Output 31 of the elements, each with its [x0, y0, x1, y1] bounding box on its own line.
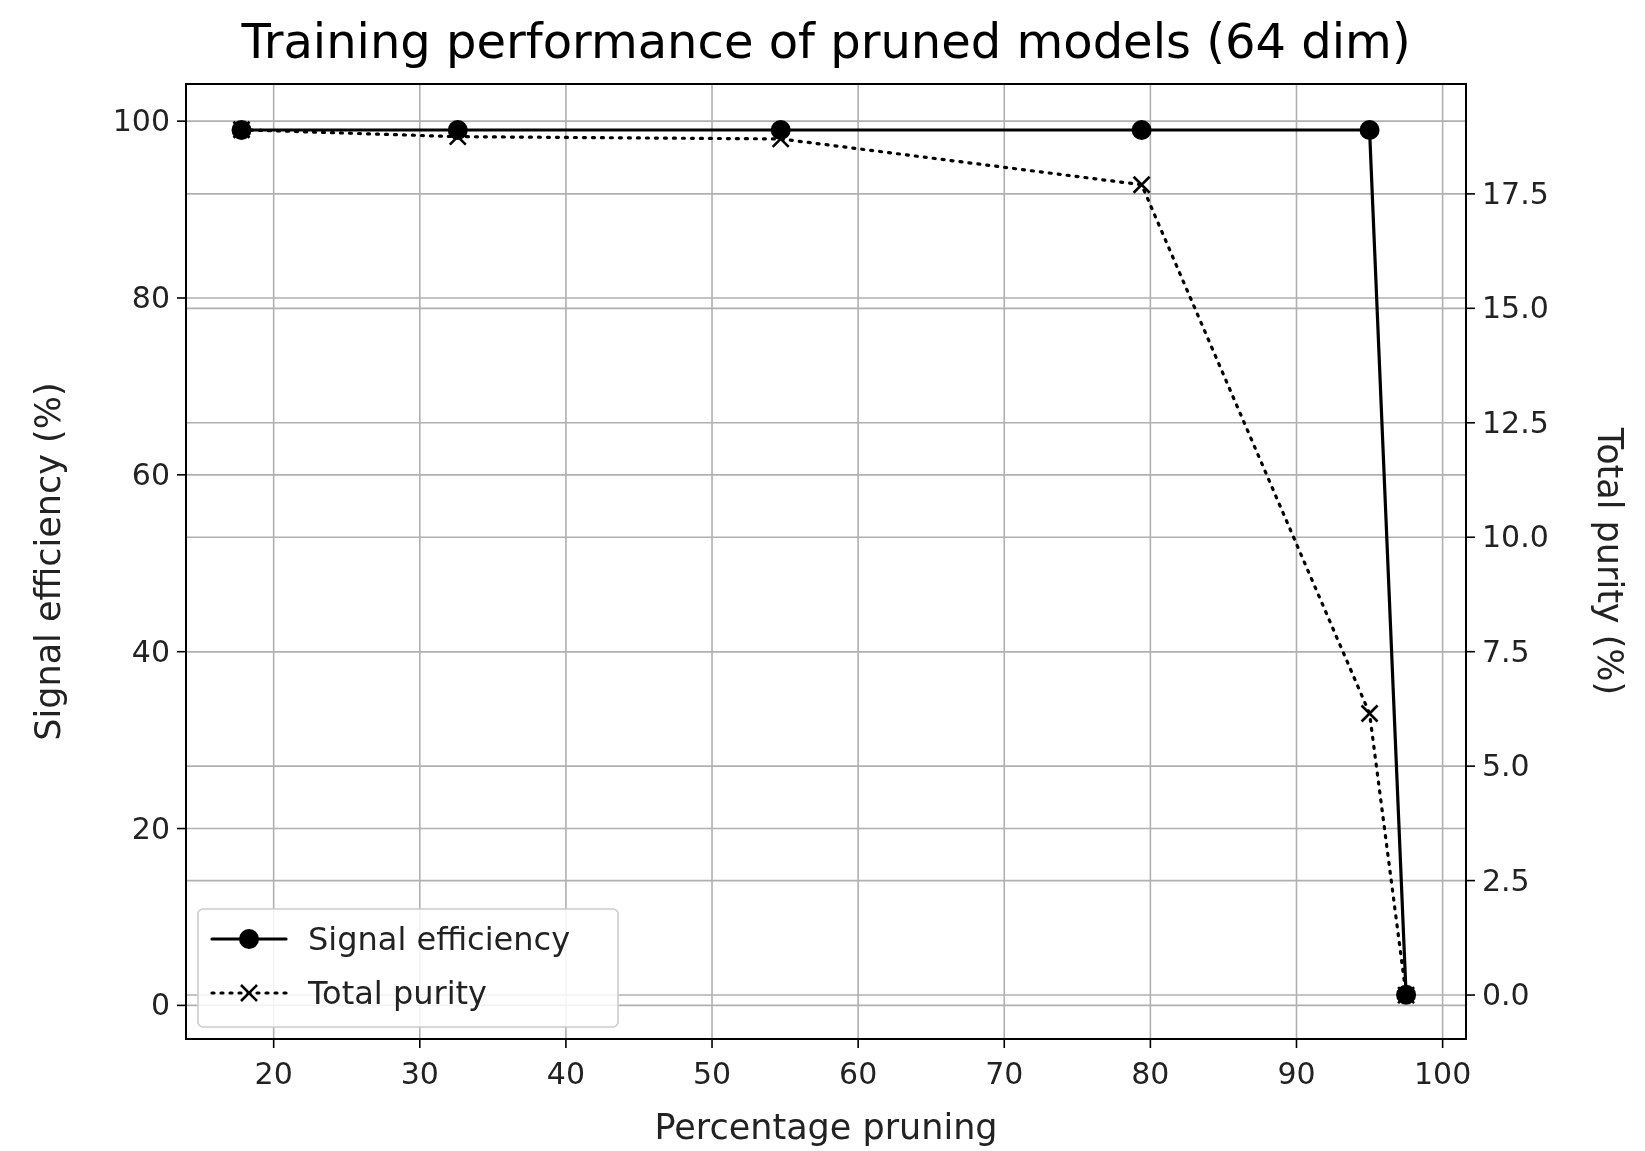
- x-axis-title: Percentage pruning: [654, 1107, 998, 1147]
- y2-tick-label: 2.5: [1482, 862, 1530, 898]
- y2-tick-label: 17.5: [1482, 175, 1549, 211]
- x-tick-label: 90: [1277, 1056, 1316, 1091]
- x-tick-label: 30: [400, 1056, 439, 1091]
- y-tick-label: 100: [112, 103, 170, 139]
- y-tick-label: 60: [131, 456, 170, 492]
- x-tick-label: 70: [985, 1056, 1024, 1091]
- y-tick-label: 80: [131, 279, 170, 315]
- y2-tick-label: 0.0: [1482, 977, 1530, 1013]
- y2-tick-label: 5.0: [1482, 748, 1530, 784]
- chart-title: Training performance of pruned models (64 dim): [240, 13, 1411, 69]
- y2-tick-label: 7.5: [1482, 633, 1530, 669]
- y-tick-label: 40: [131, 633, 170, 669]
- x-tick-label: 40: [546, 1056, 585, 1091]
- y2-tick-label: 15.0: [1482, 290, 1549, 326]
- x-tick-label: 50: [692, 1056, 732, 1091]
- y2-tick-label: 12.5: [1482, 404, 1549, 440]
- x-tick-label: 80: [1131, 1056, 1170, 1091]
- legend-label: Signal efficiency: [308, 920, 571, 958]
- y-axis-title: Signal efficiency (%): [28, 382, 68, 741]
- legend-label: Total purity: [307, 974, 488, 1012]
- x-tick-label: 60: [839, 1056, 878, 1091]
- point: [1132, 175, 1151, 195]
- point: [1360, 704, 1379, 723]
- y-tick-label: 20: [131, 810, 170, 846]
- y2-axis-title: Total purity (%): [1590, 426, 1630, 696]
- y-tick-label: 0: [150, 987, 170, 1023]
- x-tick-label: 20: [254, 1056, 293, 1091]
- x-tick-label: 100: [1413, 1056, 1472, 1091]
- y2-tick-label: 10.0: [1482, 519, 1549, 555]
